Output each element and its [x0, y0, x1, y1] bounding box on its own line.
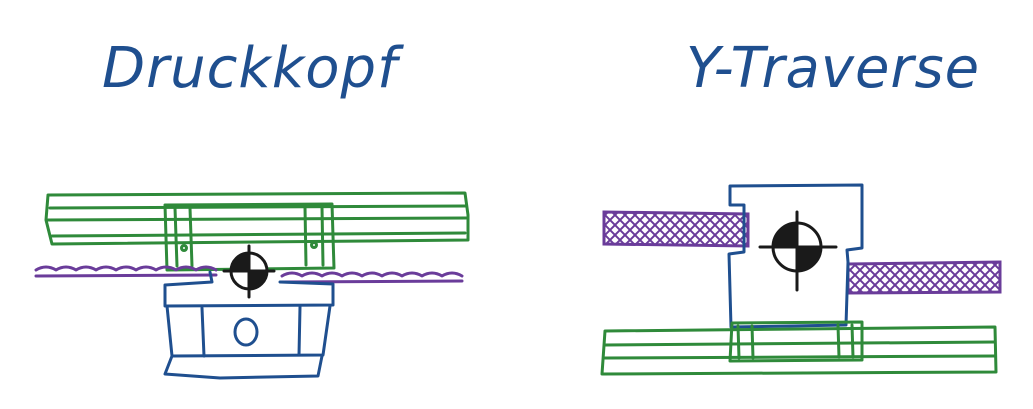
- nozzle-icon: [233, 317, 259, 347]
- printhead-rail: [44, 191, 470, 246]
- label-y-traverse: Y-Traverse: [686, 36, 981, 101]
- traverse-carriage: [728, 320, 864, 363]
- printhead-diagram: [34, 191, 470, 380]
- printhead-carriage: [163, 202, 336, 272]
- traverse-center-marker: [758, 210, 838, 292]
- y-traverse-diagram: [600, 183, 1002, 376]
- printhead-body: [163, 270, 335, 380]
- label-printhead: Druckkopf: [102, 36, 398, 101]
- printhead-center-marker: [222, 244, 276, 299]
- traverse-block: [727, 183, 864, 329]
- traverse-belt-right: [846, 260, 1002, 295]
- traverse-rail: [600, 325, 998, 376]
- traverse-belt-left: [602, 210, 750, 248]
